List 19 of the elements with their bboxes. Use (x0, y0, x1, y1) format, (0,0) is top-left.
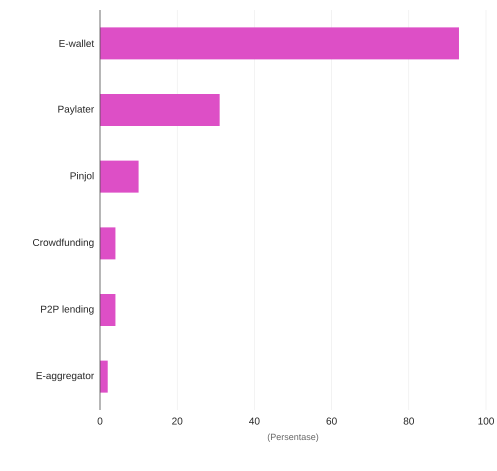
x-tick-label: 80 (404, 418, 414, 425)
y-tick-label: E-wallet (59, 40, 94, 48)
bar (100, 27, 459, 60)
bar (100, 294, 116, 326)
y-tick-label: P2P lending (41, 305, 94, 315)
bar (100, 94, 220, 126)
y-tick-label: Paylater (58, 105, 94, 115)
y-tick-label: E-aggregator (36, 372, 94, 382)
x-tick-label: 0 (98, 418, 102, 425)
x-tick-label: 20 (172, 418, 182, 425)
bar (100, 227, 116, 260)
x-axis-title: (Persentase) (268, 433, 318, 442)
y-tick-label: Crowdfunding (33, 238, 94, 248)
bar (100, 360, 108, 393)
x-tick-label: 40 (249, 418, 260, 425)
x-tick-label: 60 (326, 418, 337, 425)
y-tick-label: Pinjol (70, 172, 94, 182)
bar (100, 160, 139, 193)
x-tick-label: 100 (478, 418, 494, 425)
